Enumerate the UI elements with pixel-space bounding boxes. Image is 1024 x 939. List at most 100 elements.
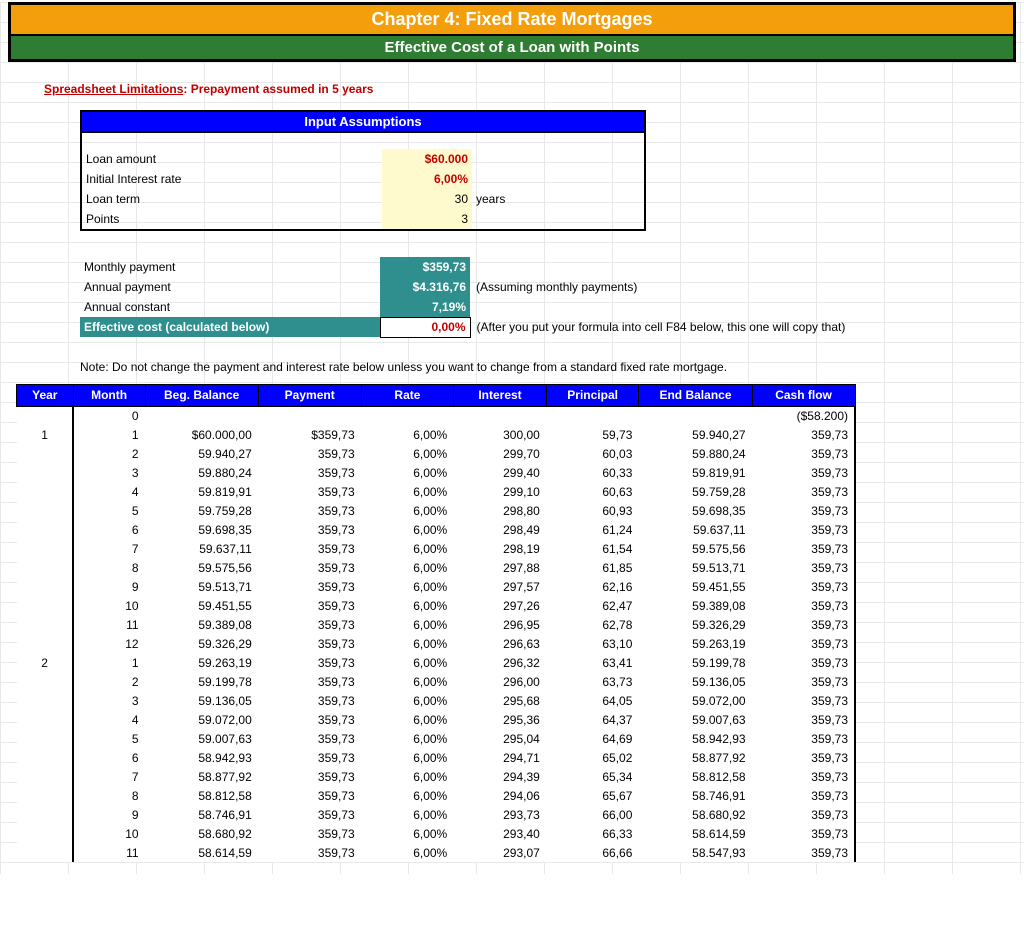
cell-year[interactable]: 1 <box>17 425 74 444</box>
cell-cash-flow[interactable]: 359,73 <box>752 748 855 767</box>
cell-year[interactable] <box>17 786 74 805</box>
table-row[interactable]: 259.940,27359,736,00%299,7060,0359.880,2… <box>17 444 856 463</box>
cell-payment[interactable]: 359,73 <box>258 748 361 767</box>
cell-end-balance[interactable]: 59.759,28 <box>639 482 752 501</box>
cell-end-balance[interactable]: 59.136,05 <box>639 672 752 691</box>
cell-payment[interactable]: 359,73 <box>258 691 361 710</box>
table-row[interactable]: 1159.389,08359,736,00%296,9562,7859.326,… <box>17 615 856 634</box>
cell-payment[interactable]: 359,73 <box>258 539 361 558</box>
cell-payment[interactable]: 359,73 <box>258 444 361 463</box>
cell-beg-balance[interactable]: 59.007,63 <box>145 729 258 748</box>
cell-year[interactable] <box>17 444 74 463</box>
cell-month[interactable]: 8 <box>73 786 145 805</box>
cell-beg-balance[interactable]: 58.614,59 <box>145 843 258 862</box>
cell-interest[interactable]: 296,32 <box>454 653 547 672</box>
table-row[interactable]: 759.637,11359,736,00%298,1961,5459.575,5… <box>17 539 856 558</box>
cell-month[interactable]: 7 <box>73 539 145 558</box>
cell-end-balance[interactable]: 59.575,56 <box>639 539 752 558</box>
cell-interest[interactable]: 296,63 <box>454 634 547 653</box>
cell-principal[interactable]: 61,24 <box>546 520 639 539</box>
cell-interest[interactable]: 295,36 <box>454 710 547 729</box>
cell-principal[interactable]: 60,93 <box>546 501 639 520</box>
cell-year[interactable] <box>17 482 74 501</box>
table-row[interactable]: 858.812,58359,736,00%294,0665,6758.746,9… <box>17 786 856 805</box>
cell-principal[interactable]: 66,66 <box>546 843 639 862</box>
cell-principal[interactable]: 64,05 <box>546 691 639 710</box>
cell-principal[interactable]: 60,63 <box>546 482 639 501</box>
table-row[interactable]: 2159.263,19359,736,00%296,3263,4159.199,… <box>17 653 856 672</box>
cell-payment[interactable]: 359,73 <box>258 805 361 824</box>
table-row[interactable]: 11$60.000,00$359,736,00%300,0059,7359.94… <box>17 425 856 444</box>
cell-interest[interactable] <box>454 406 547 425</box>
cell-rate[interactable]: 6,00% <box>361 748 454 767</box>
cell-rate[interactable]: 6,00% <box>361 824 454 843</box>
points-cell[interactable]: 3 <box>382 209 472 229</box>
cell-cash-flow[interactable]: 359,73 <box>752 710 855 729</box>
effective-cost-value[interactable]: 0,00% <box>380 317 470 337</box>
cell-beg-balance[interactable]: 59.072,00 <box>145 710 258 729</box>
cell-end-balance[interactable]: 59.072,00 <box>639 691 752 710</box>
cell-payment[interactable]: 359,73 <box>258 843 361 862</box>
cell-payment[interactable]: 359,73 <box>258 482 361 501</box>
cell-principal[interactable]: 64,37 <box>546 710 639 729</box>
cell-payment[interactable]: 359,73 <box>258 672 361 691</box>
cell-interest[interactable]: 298,80 <box>454 501 547 520</box>
cell-end-balance[interactable]: 59.698,35 <box>639 501 752 520</box>
cell-month[interactable]: 4 <box>73 710 145 729</box>
cell-principal[interactable]: 64,69 <box>546 729 639 748</box>
cell-month[interactable]: 0 <box>73 406 145 425</box>
cell-cash-flow[interactable]: 359,73 <box>752 425 855 444</box>
cell-cash-flow[interactable]: 359,73 <box>752 634 855 653</box>
cell-rate[interactable]: 6,00% <box>361 805 454 824</box>
cell-end-balance[interactable]: 59.199,78 <box>639 653 752 672</box>
cell-end-balance[interactable]: 58.746,91 <box>639 786 752 805</box>
table-row[interactable]: 1059.451,55359,736,00%297,2662,4759.389,… <box>17 596 856 615</box>
cell-payment[interactable]: 359,73 <box>258 615 361 634</box>
cell-interest[interactable]: 297,26 <box>454 596 547 615</box>
cell-interest[interactable]: 294,06 <box>454 786 547 805</box>
cell-month[interactable]: 11 <box>73 843 145 862</box>
cell-month[interactable]: 6 <box>73 520 145 539</box>
cell-interest[interactable]: 294,71 <box>454 748 547 767</box>
cell-payment[interactable]: 359,73 <box>258 501 361 520</box>
table-row[interactable]: 958.746,91359,736,00%293,7366,0058.680,9… <box>17 805 856 824</box>
cell-month[interactable]: 1 <box>73 425 145 444</box>
cell-year[interactable] <box>17 824 74 843</box>
cell-month[interactable]: 1 <box>73 653 145 672</box>
cell-cash-flow[interactable]: 359,73 <box>752 672 855 691</box>
cell-beg-balance[interactable]: 59.199,78 <box>145 672 258 691</box>
cell-year[interactable] <box>17 710 74 729</box>
cell-beg-balance[interactable]: 59.880,24 <box>145 463 258 482</box>
cell-year[interactable] <box>17 748 74 767</box>
cell-beg-balance[interactable]: $60.000,00 <box>145 425 258 444</box>
cell-payment[interactable]: 359,73 <box>258 786 361 805</box>
cell-end-balance[interactable]: 59.880,24 <box>639 444 752 463</box>
cell-year[interactable] <box>17 691 74 710</box>
cell-cash-flow[interactable]: 359,73 <box>752 577 855 596</box>
cell-cash-flow[interactable]: 359,73 <box>752 596 855 615</box>
cell-year[interactable] <box>17 406 74 425</box>
cell-end-balance[interactable]: 59.326,29 <box>639 615 752 634</box>
cell-cash-flow[interactable]: 359,73 <box>752 653 855 672</box>
cell-rate[interactable]: 6,00% <box>361 653 454 672</box>
table-row[interactable]: 559.007,63359,736,00%295,0464,6958.942,9… <box>17 729 856 748</box>
cell-month[interactable]: 9 <box>73 577 145 596</box>
cell-beg-balance[interactable]: 59.575,56 <box>145 558 258 577</box>
cell-year[interactable] <box>17 729 74 748</box>
cell-beg-balance[interactable]: 59.136,05 <box>145 691 258 710</box>
cell-beg-balance[interactable]: 58.942,93 <box>145 748 258 767</box>
cell-rate[interactable]: 6,00% <box>361 672 454 691</box>
cell-rate[interactable]: 6,00% <box>361 482 454 501</box>
table-row[interactable]: 259.199,78359,736,00%296,0063,7359.136,0… <box>17 672 856 691</box>
table-row[interactable]: 0($58.200) <box>17 406 856 425</box>
cell-rate[interactable]: 6,00% <box>361 463 454 482</box>
cell-month[interactable]: 8 <box>73 558 145 577</box>
cell-year[interactable] <box>17 520 74 539</box>
table-row[interactable]: 1058.680,92359,736,00%293,4066,3358.614,… <box>17 824 856 843</box>
cell-payment[interactable]: 359,73 <box>258 520 361 539</box>
cell-month[interactable]: 3 <box>73 463 145 482</box>
table-row[interactable]: 658.942,93359,736,00%294,7165,0258.877,9… <box>17 748 856 767</box>
cell-beg-balance[interactable]: 59.389,08 <box>145 615 258 634</box>
cell-rate[interactable]: 6,00% <box>361 539 454 558</box>
cell-month[interactable]: 7 <box>73 767 145 786</box>
